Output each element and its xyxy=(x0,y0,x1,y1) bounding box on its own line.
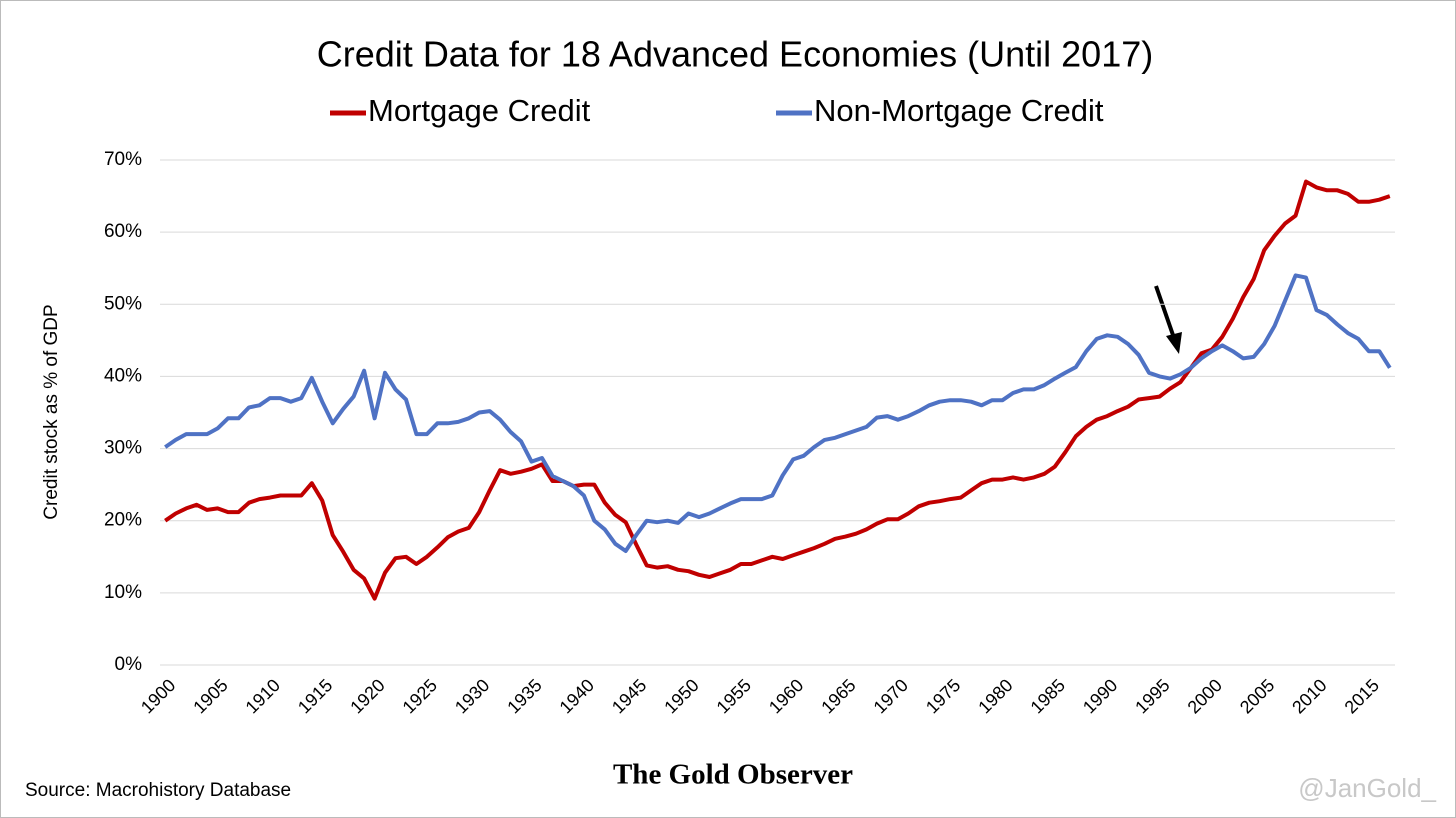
brand: The Gold Observer xyxy=(613,759,853,791)
y-tick-label: 60% xyxy=(104,221,142,242)
y-tick-label: 0% xyxy=(115,654,143,675)
y-tick-label: 20% xyxy=(104,510,142,531)
series-line xyxy=(164,273,1392,553)
chart-title: Credit Data for 18 Advanced Economies (U… xyxy=(317,34,1153,75)
source: Source: Macrohistory Database xyxy=(25,780,291,801)
y-tick-label: 30% xyxy=(104,438,142,459)
legend-label: Non-Mortgage Credit xyxy=(814,93,1104,128)
series-line xyxy=(164,179,1391,601)
y-tick-label: 50% xyxy=(104,293,142,314)
legend-label: Mortgage Credit xyxy=(368,93,591,128)
y-tick-label: 40% xyxy=(104,365,142,386)
y-axis-label: Credit stock as % of GDP xyxy=(41,304,62,519)
arrow xyxy=(1154,285,1182,354)
y-tick-label: 10% xyxy=(104,582,142,603)
y-tick-label: 70% xyxy=(104,149,142,170)
watermark: @JanGold_ xyxy=(1298,773,1436,803)
